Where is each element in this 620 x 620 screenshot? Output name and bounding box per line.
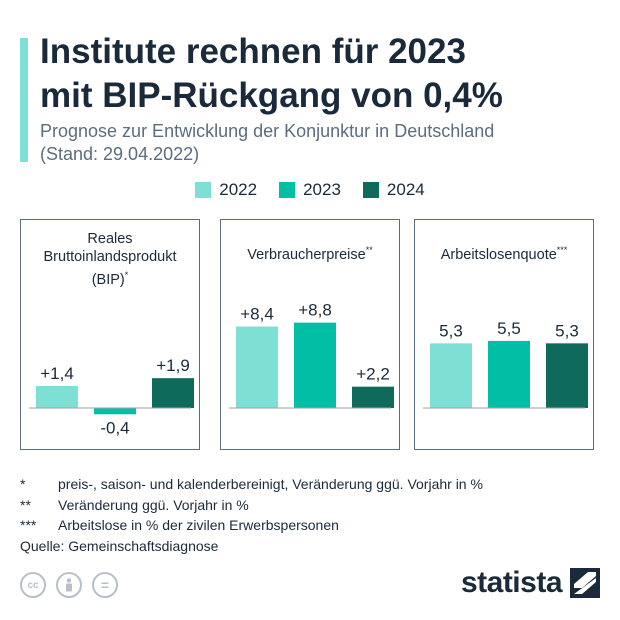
bar-2022 (236, 326, 278, 408)
legend-swatch (195, 182, 212, 198)
bar-value-label: 5,3 (439, 321, 463, 340)
bar-chart-verbraucherpreise: +8,4 +8,8 +2,2 (229, 301, 394, 409)
footnote-mark: ** (365, 245, 373, 255)
bar-2022 (36, 386, 78, 408)
legend-item-2022: 2022 (195, 180, 257, 200)
footnote: ** Veränderung ggü. Vorjahr in % (20, 495, 600, 516)
bar-value-label: +2,2 (356, 365, 390, 384)
subtitle-line-1: Prognose zur Entwicklung der Konjunktur … (40, 121, 495, 141)
bar-2023 (488, 340, 530, 408)
footnote: *** Arbeitslose in % der zivilen Erwerbs… (20, 515, 600, 536)
legend-item-2023: 2023 (279, 180, 341, 200)
bar-2023 (294, 322, 336, 408)
bar-value-label: 5,5 (497, 319, 521, 338)
license-icons: cc = (20, 572, 118, 598)
panel-verbraucherpreise: Verbraucherpreise** +8,4 +8,8 +2,2 (220, 219, 400, 450)
source-note: Quelle: Gemeinschaftsdiagnose (20, 537, 219, 554)
bar-2024 (152, 378, 194, 408)
cc-icon[interactable]: cc (20, 572, 46, 598)
panel-title: Arbeitslosenquote*** (415, 241, 593, 264)
panel-title-line-1: Arbeitslosenquote (440, 246, 557, 263)
bar-value-label: 5,3 (555, 321, 579, 340)
title-line-1: Institute rechnen für 2023 (40, 32, 466, 71)
subtitle-line-2: (Stand: 29.04.2022) (40, 144, 200, 164)
bar-2022 (430, 343, 472, 408)
footnote-mark: *** (556, 245, 568, 255)
equals-icon[interactable]: = (92, 572, 118, 598)
footnotes: * preis-, saison- und kalenderbereinigt,… (20, 474, 600, 556)
panel-title-line-3: (BIP) (91, 271, 125, 288)
legend-label: 2022 (219, 180, 258, 199)
footnote-text: Arbeitslose in % der zivilen Erwerbspers… (58, 517, 339, 533)
brand-name: statista (460, 566, 563, 599)
footnote-mark: * (20, 476, 26, 492)
panel-title-line-1: Reales (87, 231, 133, 247)
statista-logo[interactable]: statista (461, 566, 600, 600)
footnote-mark: *** (20, 517, 37, 533)
panel-title: Reales Bruttoinlandsprodukt (BIP)* (21, 230, 199, 289)
page-title: Institute rechnen für 2023 mit BIP-Rückg… (40, 30, 600, 118)
bar-value-label: +8,4 (240, 305, 274, 324)
panel-arbeitslosenquote: Arbeitslosenquote*** 5,3 5,5 5,3 (414, 219, 594, 450)
footnote-mark: * (124, 270, 129, 280)
legend-swatch (279, 182, 296, 198)
title-line-2: mit BIP-Rückgang von 0,4% (40, 76, 503, 115)
bar-value-label: -0,4 (100, 418, 129, 437)
bar-2024 (546, 343, 588, 408)
bar-value-label: +8,8 (298, 301, 332, 320)
footnote-text: preis-, saison- und kalenderbereinigt, V… (58, 476, 483, 492)
bar-2024 (352, 386, 394, 408)
bar-chart-bip: +1,4 -0,4 +1,9 (29, 356, 194, 437)
statista-logo-icon (570, 568, 600, 598)
panel-bip: Reales Bruttoinlandsprodukt (BIP)* +1,4 -… (20, 219, 200, 450)
legend-label: 2023 (303, 180, 341, 199)
panel-title: Verbraucherpreise** (221, 241, 399, 264)
legend-swatch (362, 182, 379, 198)
panel-title-line-2: Bruttoinlandsprodukt (43, 249, 177, 265)
bar-2023 (94, 408, 136, 415)
legend: 2022 2023 2024 (0, 180, 620, 200)
panel-title-line-1: Verbraucherpreise (247, 246, 366, 263)
bar-value-label: +1,9 (156, 356, 190, 375)
bar-value-label: +1,4 (40, 364, 74, 383)
legend-item-2024: 2024 (362, 180, 425, 200)
footnote-text: Veränderung ggü. Vorjahr in % (58, 496, 249, 513)
bar-chart-arbeitslosenquote: 5,3 5,5 5,3 (423, 319, 588, 409)
footnote-mark: ** (20, 496, 31, 513)
legend-label: 2024 (386, 180, 425, 199)
person-icon[interactable] (56, 572, 82, 598)
title-accent-bar (20, 38, 28, 162)
subtitle: Prognose zur Entwicklung der Konjunktur … (40, 120, 600, 166)
footnote: * preis-, saison- und kalenderbereinigt,… (20, 474, 600, 495)
